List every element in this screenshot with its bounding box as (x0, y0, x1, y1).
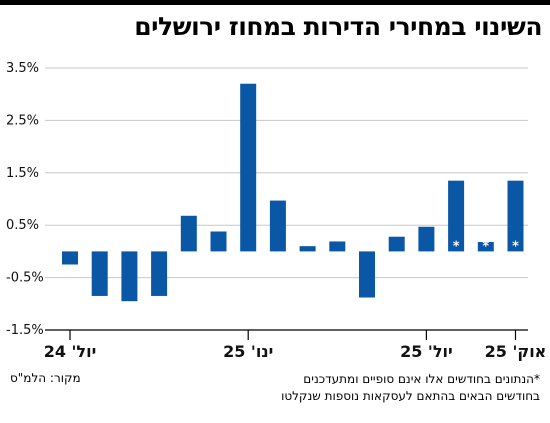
bar (359, 251, 375, 298)
bar (388, 236, 405, 252)
bar (240, 83, 257, 252)
bar (91, 251, 108, 296)
bars: * * * (62, 83, 524, 302)
bar (210, 231, 227, 252)
top-rule (0, 0, 550, 5)
bar (418, 226, 435, 252)
x-axis (45, 329, 528, 340)
bar (299, 246, 316, 252)
x-axis-tick-labels: יול' 24 ינו' 25 יול' 25 אוק' 25 (44, 342, 547, 361)
x-tick-label: אוק' 25 (485, 342, 547, 361)
y-tick-label: 2.5% (6, 113, 39, 128)
x-tick-label: יול' 25 (400, 342, 453, 361)
y-tick-label: 1.5% (6, 166, 39, 181)
y-axis-tick-labels: -1.5% -0.5% 0.5% 1.5% 2.5% 3.5% (6, 61, 44, 338)
y-tick-label: 0.5% (6, 218, 39, 233)
bar (62, 251, 78, 265)
footnote-line: בחודשים הבאים בהתאם לעסקאות נוספות שנקלט… (281, 389, 540, 403)
bar (507, 180, 524, 252)
bar (269, 200, 286, 252)
source-note: מקור: הלמ"ס (10, 371, 81, 385)
bar (121, 251, 138, 302)
bar (477, 241, 494, 252)
footnote-line: *הנתונים בחודשים אלו אינם סופיים ומתעדכנ… (303, 372, 540, 386)
bar (151, 251, 168, 296)
preliminary-marker: * (482, 239, 489, 254)
bar (180, 215, 197, 252)
y-tick-label: -1.5% (6, 323, 44, 338)
x-tick-label: יול' 24 (44, 342, 97, 361)
bar (448, 180, 465, 252)
preliminary-marker: * (512, 239, 519, 254)
chart-title: השינוי במחירי הדירות במחוז ירושלים (134, 12, 542, 41)
preliminary-marker: * (453, 239, 460, 254)
y-tick-label: 3.5% (6, 61, 39, 76)
x-tick-label: ינו' 25 (223, 342, 273, 361)
bar (329, 241, 346, 252)
footnote: *הנתונים בחודשים אלו אינם סופיים ומתעדכנ… (210, 371, 540, 405)
y-tick-label: -0.5% (6, 271, 44, 286)
